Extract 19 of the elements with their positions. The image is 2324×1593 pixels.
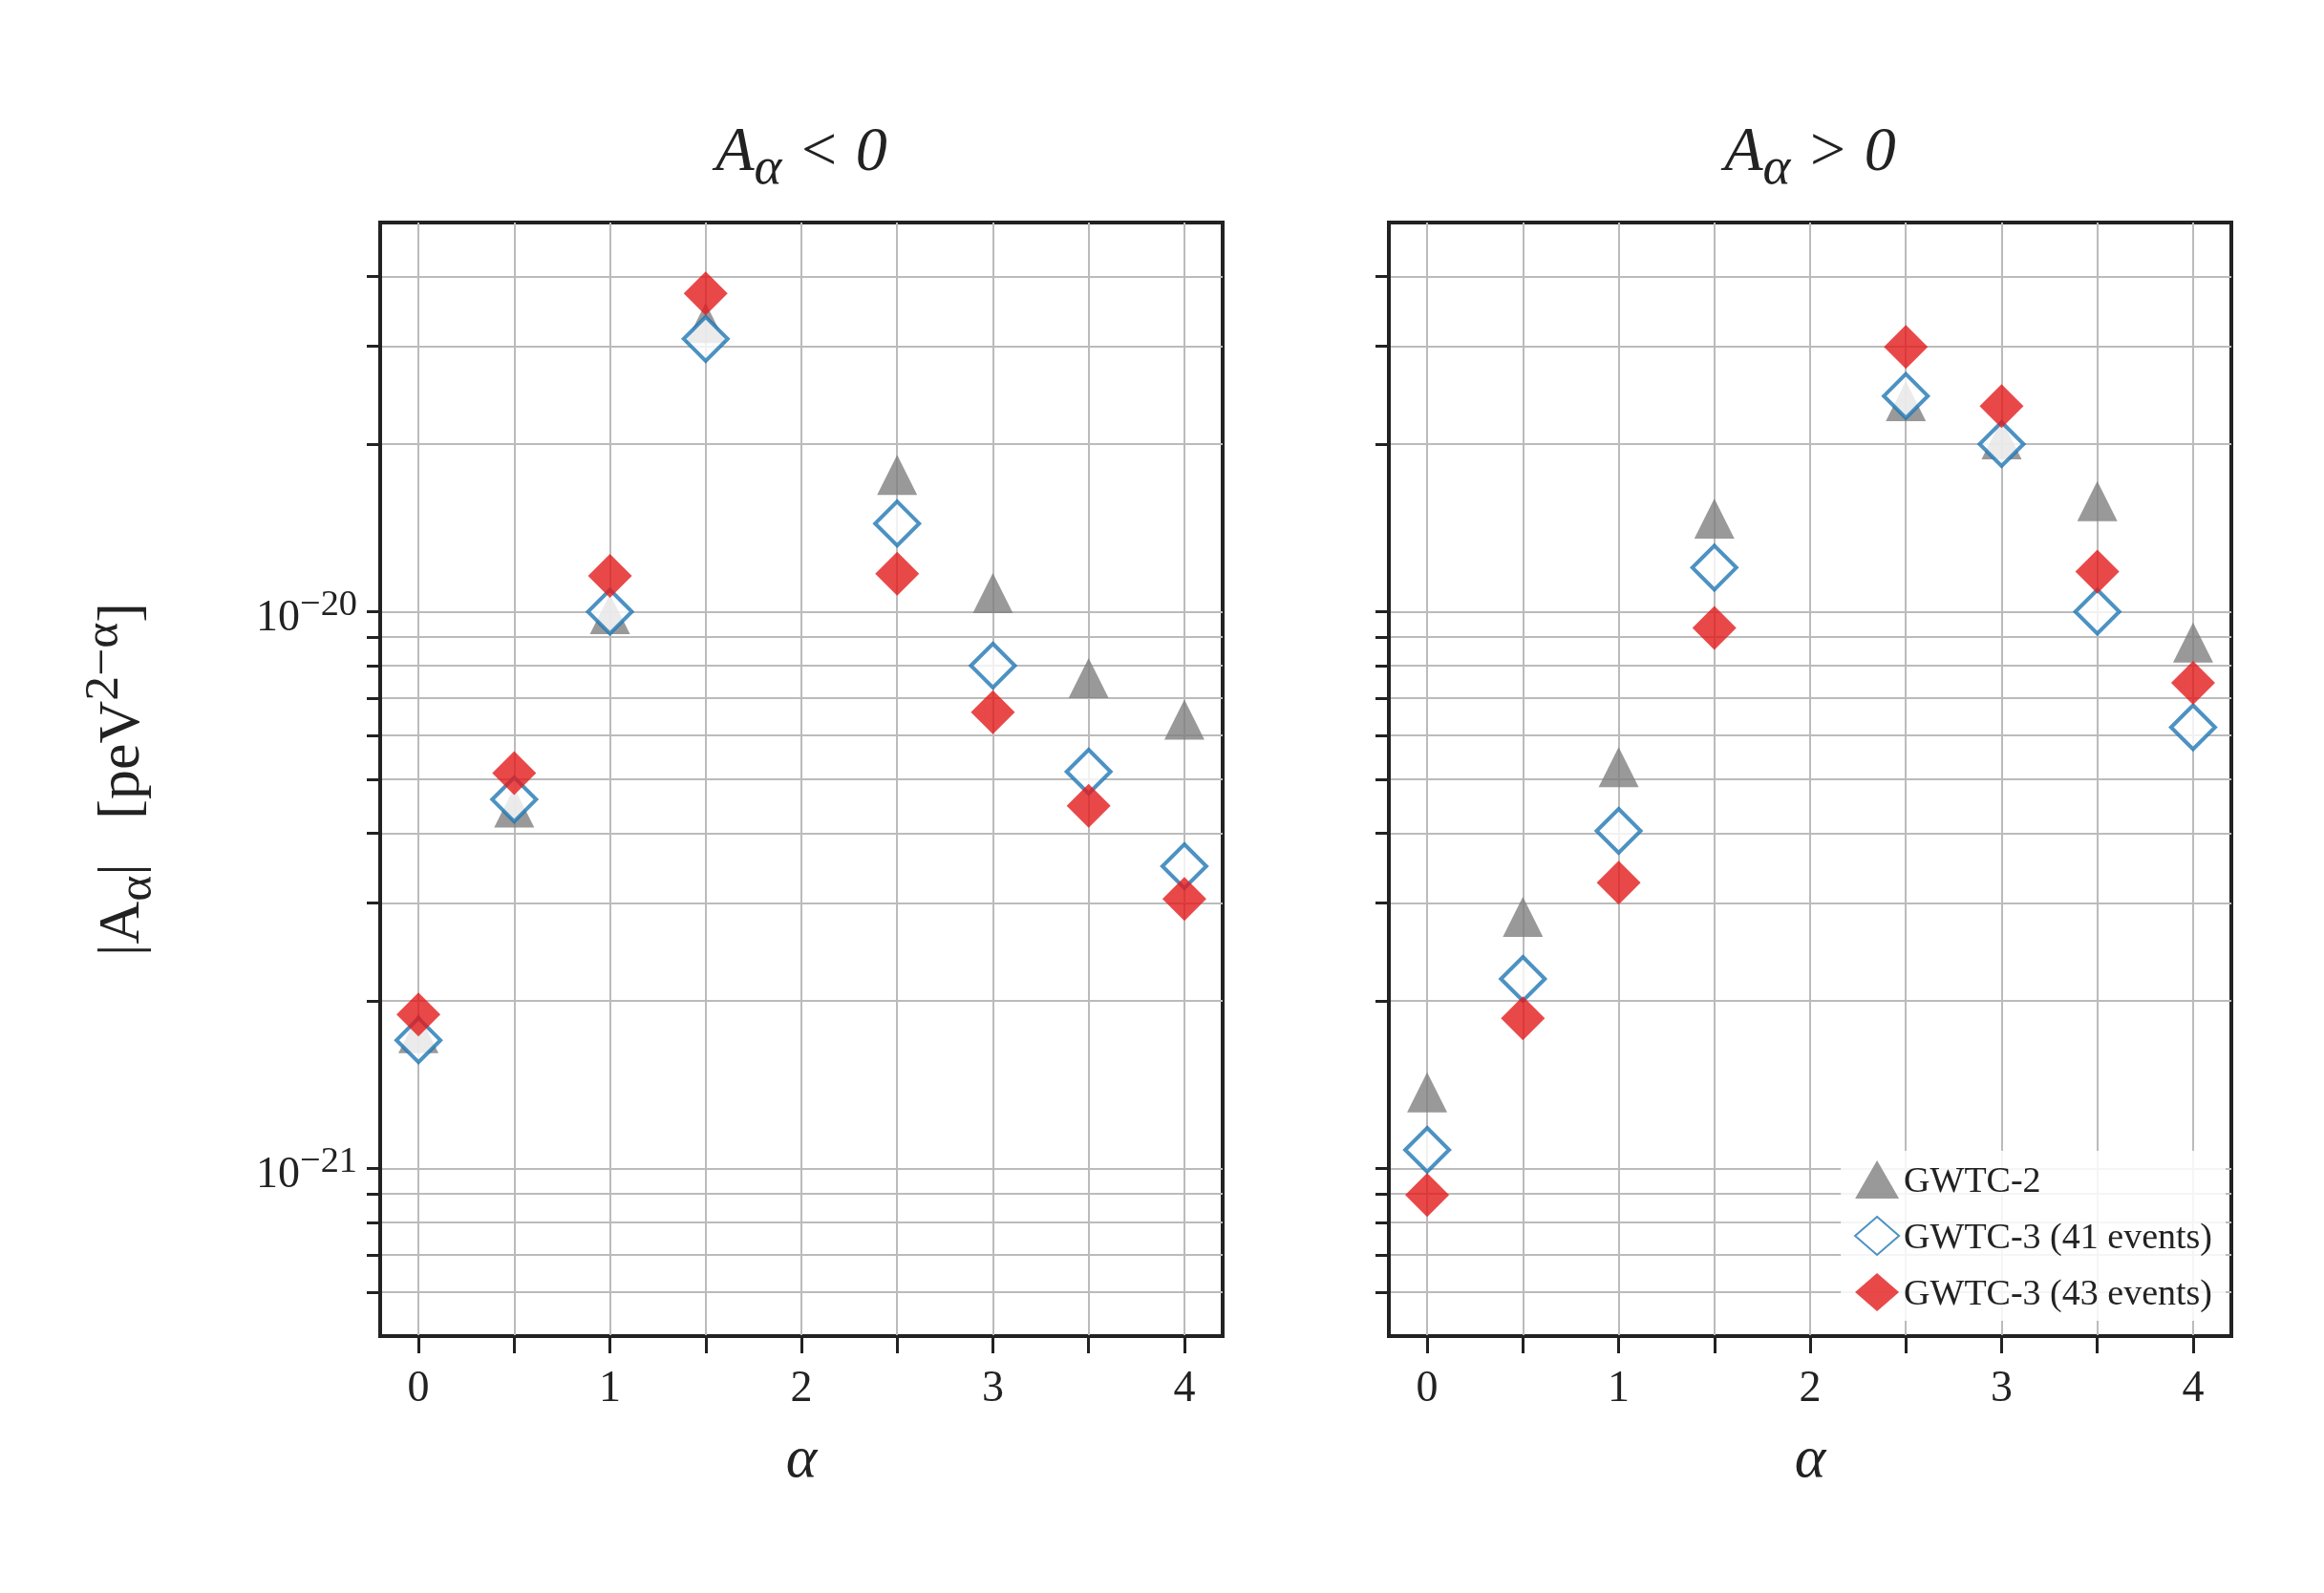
- y-tick-label: 10$^{−20}$: [256, 583, 357, 641]
- x-tick-label: 2: [790, 1362, 813, 1411]
- y-tick-label: 10$^{−21}$: [256, 1139, 357, 1198]
- x-tick-label: 3: [981, 1362, 1004, 1411]
- chart-title: A$_{α}$ > 0: [1719, 113, 1897, 197]
- x-axis-title: α: [1794, 1424, 1827, 1489]
- x-tick-label: 4: [1173, 1362, 1196, 1411]
- x-tick-label: 4: [2182, 1362, 2205, 1411]
- chart-title: A$_{α}$ < 0: [711, 113, 888, 197]
- legend-label: GWTC-2: [1904, 1159, 2041, 1200]
- x-tick-label: 2: [1799, 1362, 1822, 1411]
- x-tick-label: 1: [599, 1362, 622, 1411]
- legend-label: GWTC-3 (41 events): [1904, 1216, 2213, 1257]
- x-axis-title: α: [785, 1424, 819, 1489]
- legend-label: GWTC-3 (43 events): [1904, 1272, 2213, 1313]
- x-tick-label: 1: [1608, 1362, 1631, 1411]
- x-tick-label: 0: [1416, 1362, 1439, 1411]
- x-tick-label: 0: [407, 1362, 430, 1411]
- x-tick-label: 3: [1990, 1362, 2013, 1411]
